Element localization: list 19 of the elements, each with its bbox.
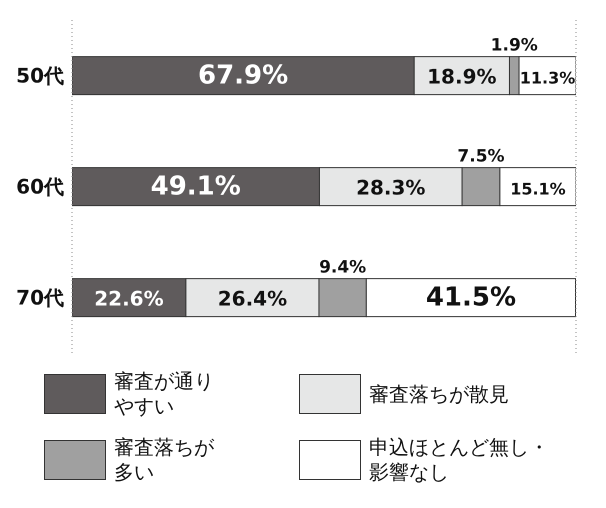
legend-label: 審査落ちが多い <box>114 435 216 485</box>
data-label: 7.5% <box>457 146 505 167</box>
legend-label: 申込ほとんど無し・影響なし <box>369 435 550 485</box>
data-label: 49.1% <box>150 172 241 202</box>
data-label: 11.3% <box>520 68 576 88</box>
data-label: 28.3% <box>356 176 426 200</box>
data-label: 41.5% <box>426 282 516 313</box>
legend-label: 審査が通りやすい <box>114 369 215 419</box>
data-label: 22.6% <box>94 286 164 311</box>
data-label: 9.4% <box>319 258 366 278</box>
data-label: 1.9% <box>490 36 538 56</box>
y-tick-label: 60代 <box>16 174 64 199</box>
data-label: 15.1% <box>510 180 566 199</box>
data-label: 67.9% <box>198 60 288 91</box>
y-tick-label: 50代 <box>16 64 64 88</box>
data-label: 26.4% <box>218 286 288 311</box>
y-tick-label: 70代 <box>16 286 64 310</box>
legend-label: 審査落ちが散見 <box>369 382 509 406</box>
data-label: 18.9% <box>427 64 497 89</box>
